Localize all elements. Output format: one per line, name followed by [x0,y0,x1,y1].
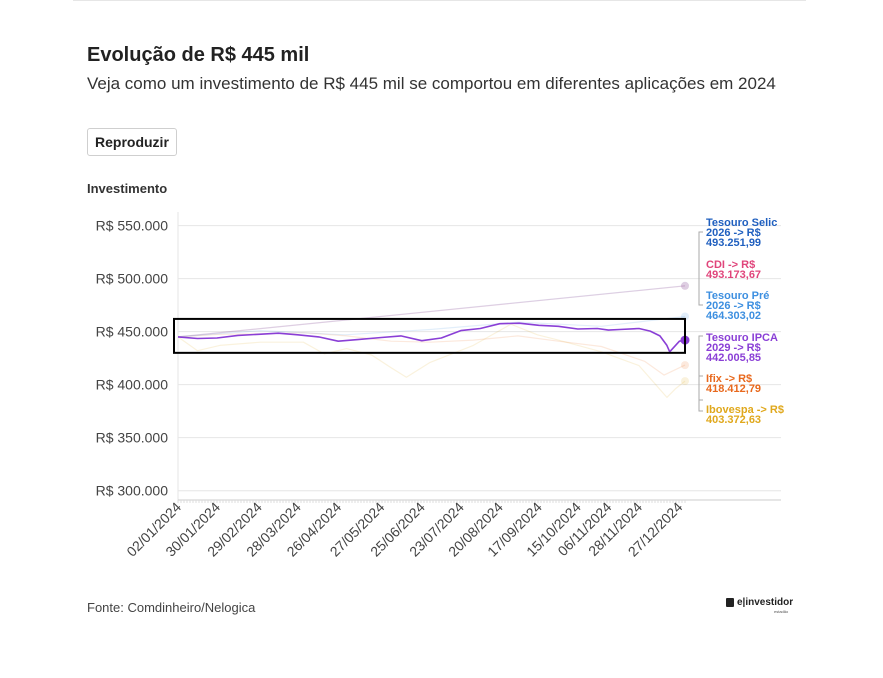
highlight-box [173,317,686,354]
brand-logo: e|investidor [726,597,793,608]
end-label-cdi: CDI -> R$ 493.173,67 [706,259,761,281]
end-label-line: Tesouro Selic [706,217,777,229]
end-label-line: 2029 -> R$ [706,342,761,354]
end-label-pre: Tesouro Pré 2026 -> R$ 464.303,02 [706,290,769,322]
play-button[interactable]: Reproduzir [87,128,177,156]
label-connector [698,375,703,412]
series-lines [177,281,690,398]
chart-subtitle: Veja como um investimento de R$ 445 mil … [87,74,776,93]
end-label-line: 464.303,02 [706,310,761,322]
label-connector [698,231,703,306]
series-line-ipca [177,322,686,353]
y-tick-label: R$ 500.000 [96,271,169,287]
end-label-line: 442.005,85 [706,352,761,364]
series-line-pre [177,315,686,338]
end-label-selic: Tesouro Selic 2026 -> R$ 493.251,99 [706,217,777,249]
end-label-ibov: Ibovespa -> R$ 403.372,63 [706,404,784,426]
end-label-line: 493.173,67 [706,269,761,281]
end-label-line: 418.412,79 [706,383,761,395]
top-divider [73,0,806,1]
end-label-line: CDI -> R$ [706,259,755,271]
y-axis-ticks: R$ 300.000 R$ 350.000 R$ 400.000 R$ 450.000… [96,218,169,499]
y-tick-label: R$ 300.000 [96,483,169,499]
series-end-point-selic [681,281,689,290]
y-tick-label: R$ 450.000 [96,324,169,340]
series-line-ibov [177,323,686,398]
y-tick-label: R$ 400.000 [96,377,169,393]
end-label-line: Tesouro Pré [706,290,769,302]
source-note: Fonte: Comdinheiro/Nelogica [87,600,256,615]
y-axis-title: Investimento [87,181,168,196]
end-label-line: Ibovespa -> R$ [706,404,784,416]
brand-mark-icon [726,598,734,607]
end-label-line: Tesouro IPCA [706,332,778,344]
series-end-point-cdi [681,281,689,290]
highlight-box-group [173,317,686,354]
end-label-ifix: Ifix -> R$ 418.412,79 [706,373,761,395]
y-tick-label: R$ 350.000 [96,430,169,446]
end-label-line: 2026 -> R$ [706,227,761,239]
end-label-line: 2026 -> R$ [706,300,761,312]
y-tick-label: R$ 550.000 [96,218,169,234]
end-label-line: 403.372,63 [706,414,761,426]
end-label-ipca: Tesouro IPCA 2029 -> R$ 442.005,85 [706,332,778,364]
x-axis-ticks: 02/01/202430/01/202429/02/202428/03/2024… [123,499,685,560]
end-label-line: 493.251,99 [706,237,761,249]
gridlines [177,212,781,503]
series-line-cdi [177,285,686,338]
series-end-point-ifix [681,361,689,370]
series-line-selic [177,285,686,338]
series-end-point-ibov [681,377,689,386]
brand-name: e|investidor [737,597,794,608]
chart-title: Evolução de R$ 445 mil [87,44,310,66]
label-connector [698,335,703,401]
brand-sub: estadão [774,609,789,614]
end-label-line: Ifix -> R$ [706,373,752,385]
